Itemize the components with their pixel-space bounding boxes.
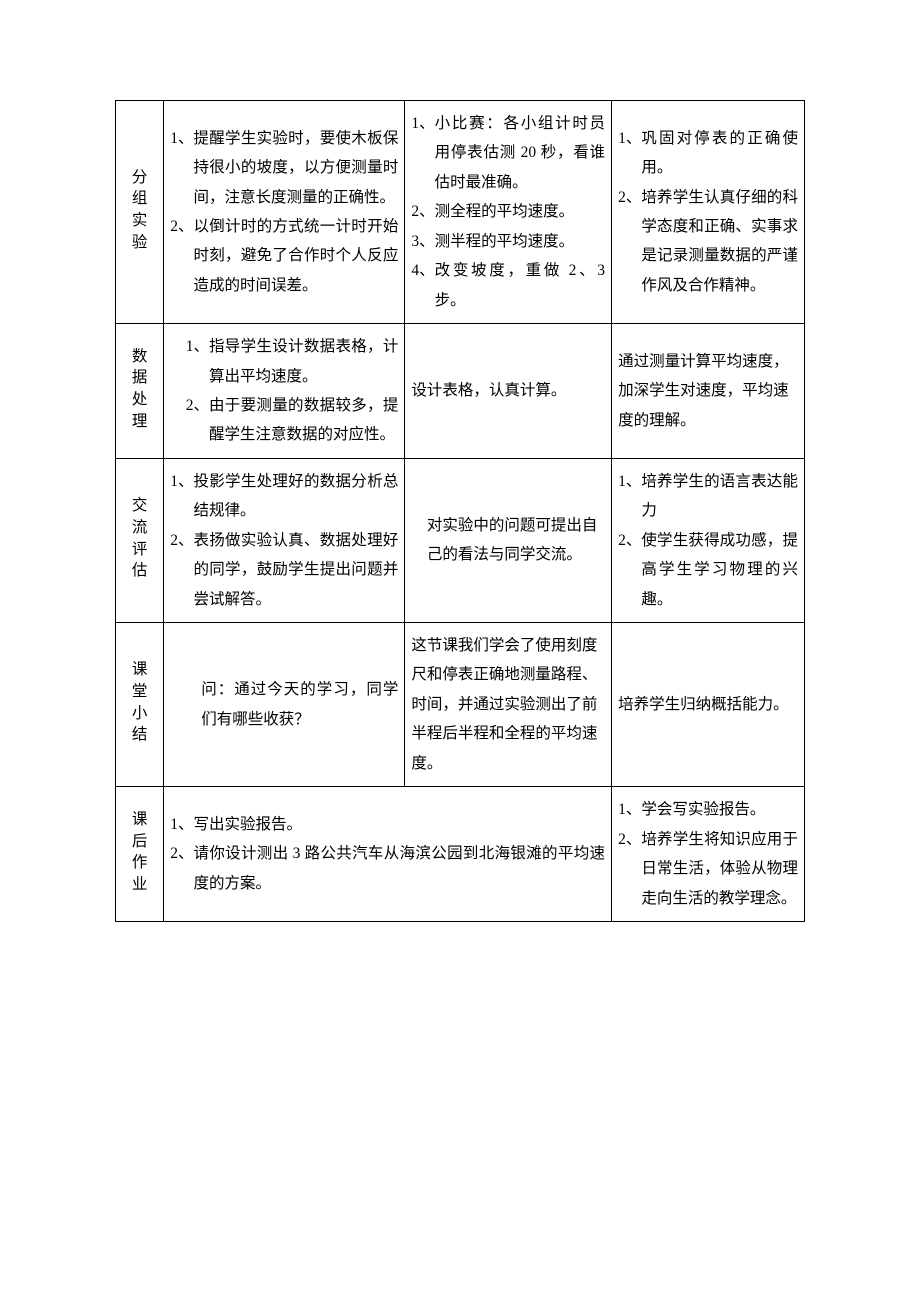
cell-student: 对实验中的问题可提出自己的看法与同学交流。 — [405, 458, 612, 622]
lesson-table: 分组实验 1、提醒学生实验时，要使木板保持很小的坡度，以方便测量时间，注意长度测… — [115, 100, 805, 922]
list-item: 1、小比赛：各小组计时员用停表估测 20 秒，看谁估时最准确。 — [411, 109, 605, 197]
list-item: 1、投影学生处理好的数据分析总结规律。 — [170, 467, 398, 526]
list-item: 2、请你设计测出 3 路公共汽车从海滨公园到北海银滩的平均速度的方案。 — [170, 839, 605, 898]
list-item: 1、培养学生的语言表达能力 — [618, 467, 798, 526]
list-item: 1、学会写实验报告。 — [618, 795, 798, 824]
cell-purpose: 培养学生归纳概括能力。 — [612, 623, 805, 787]
list-item: 1、写出实验报告。 — [170, 810, 605, 839]
table-row: 交流 评估 1、投影学生处理好的数据分析总结规律。 2、表扬做实验认真、数据处理… — [116, 458, 805, 622]
cell-teacher: 1、投影学生处理好的数据分析总结规律。 2、表扬做实验认真、数据处理好的同学，鼓… — [164, 458, 405, 622]
table-row: 分组实验 1、提醒学生实验时，要使木板保持很小的坡度，以方便测量时间，注意长度测… — [116, 101, 805, 324]
cell-teacher: 问：通过今天的学习，同学们有哪些收获？ — [164, 623, 405, 787]
list-item: 1、巩固对停表的正确使用。 — [618, 124, 798, 183]
list-item: 4、改变坡度，重做 2、3 步。 — [411, 256, 605, 315]
cell-teacher: 1、提醒学生实验时，要使木板保持很小的坡度，以方便测量时间，注意长度测量的正确性… — [164, 101, 405, 324]
row-label: 交流 评估 — [116, 458, 164, 622]
cell-student: 设计表格，认真计算。 — [405, 324, 612, 459]
row-label: 数据处理 — [116, 324, 164, 459]
list-item: 2、培养学生认真仔细的科学态度和正确、实事求是记录测量数据的严谨作风及合作精神。 — [618, 183, 798, 301]
cell-purpose: 1、培养学生的语言表达能力 2、使学生获得成功感，提高学生学习物理的兴趣。 — [612, 458, 805, 622]
row-label: 课后作业 — [116, 787, 164, 922]
list-item: 2、表扬做实验认真、数据处理好的同学，鼓励学生提出问题并尝试解答。 — [170, 526, 398, 614]
table-row: 课堂小结 问：通过今天的学习，同学们有哪些收获？ 这节课我们学会了使用刻度尺和停… — [116, 623, 805, 787]
list-item: 3、测半程的平均速度。 — [411, 227, 605, 256]
list-item: 1、提醒学生实验时，要使木板保持很小的坡度，以方便测量时间，注意长度测量的正确性… — [170, 124, 398, 212]
list-item: 1、指导学生设计数据表格，计算出平均速度。 — [170, 332, 398, 391]
cell-purpose: 1、巩固对停表的正确使用。 2、培养学生认真仔细的科学态度和正确、实事求是记录测… — [612, 101, 805, 324]
document-page: 分组实验 1、提醒学生实验时，要使木板保持很小的坡度，以方便测量时间，注意长度测… — [0, 0, 920, 982]
table-row: 课后作业 1、写出实验报告。 2、请你设计测出 3 路公共汽车从海滨公园到北海银… — [116, 787, 805, 922]
row-label: 分组实验 — [116, 101, 164, 324]
list-item: 2、以倒计时的方式统一计时开始时刻，避免了合作时个人反应造成的时间误差。 — [170, 212, 398, 300]
cell-student: 1、小比赛：各小组计时员用停表估测 20 秒，看谁估时最准确。 2、测全程的平均… — [405, 101, 612, 324]
row-label: 课堂小结 — [116, 623, 164, 787]
list-item: 2、由于要测量的数据较多，提醒学生注意数据的对应性。 — [170, 391, 398, 450]
list-item: 2、培养学生将知识应用于日常生活，体验从物理走向生活的教学理念。 — [618, 825, 798, 913]
cell-student: 这节课我们学会了使用刻度尺和停表正确地测量路程、时间，并通过实验测出了前半程后半… — [405, 623, 612, 787]
cell-teacher: 1、指导学生设计数据表格，计算出平均速度。 2、由于要测量的数据较多，提醒学生注… — [164, 324, 405, 459]
cell-purpose: 通过测量计算平均速度，加深学生对速度，平均速度的理解。 — [612, 324, 805, 459]
list-item: 2、测全程的平均速度。 — [411, 197, 605, 226]
cell-purpose: 1、学会写实验报告。 2、培养学生将知识应用于日常生活，体验从物理走向生活的教学… — [612, 787, 805, 922]
list-item: 2、使学生获得成功感，提高学生学习物理的兴趣。 — [618, 526, 798, 614]
table-row: 数据处理 1、指导学生设计数据表格，计算出平均速度。 2、由于要测量的数据较多，… — [116, 324, 805, 459]
cell-homework: 1、写出实验报告。 2、请你设计测出 3 路公共汽车从海滨公园到北海银滩的平均速… — [164, 787, 612, 922]
